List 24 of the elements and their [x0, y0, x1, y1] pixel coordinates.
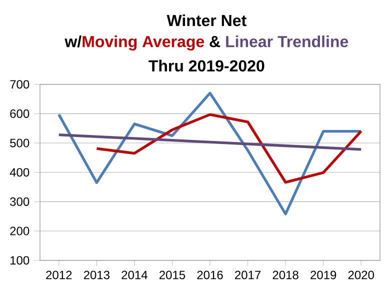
y-tick-label: 500 [10, 138, 30, 148]
x-tick-label: 2016 [197, 270, 223, 280]
x-tick-label: 2018 [272, 270, 298, 280]
y-tick-label: 300 [10, 197, 30, 206]
x-tick-label: 2014 [122, 270, 148, 280]
x-tick-label: 2013 [84, 270, 110, 280]
y-tick-label: 600 [10, 109, 30, 118]
text: & [210, 36, 220, 48]
line-series [95, 113, 362, 184]
x-tick-label: 2017 [235, 270, 261, 280]
y-tick-label: 200 [10, 226, 30, 236]
y-tick-label: 400 [10, 168, 30, 177]
chart-title: Winter Net [166, 14, 246, 26]
x-tick-label: 2012 [46, 270, 72, 280]
text: Moving Average [82, 36, 204, 50]
x-tick-label: 2015 [159, 270, 186, 280]
text: w/ [64, 36, 82, 48]
y-tick-label: 700 [10, 80, 30, 89]
line-series [58, 92, 362, 216]
x-tick-label: 2020 [348, 270, 374, 280]
text: Linear Trendline [226, 36, 348, 48]
chart-subtitle: Thru 2019-2020 [148, 60, 264, 72]
y-tick-label: 100 [10, 256, 30, 265]
x-tick-label: 2019 [310, 270, 336, 280]
